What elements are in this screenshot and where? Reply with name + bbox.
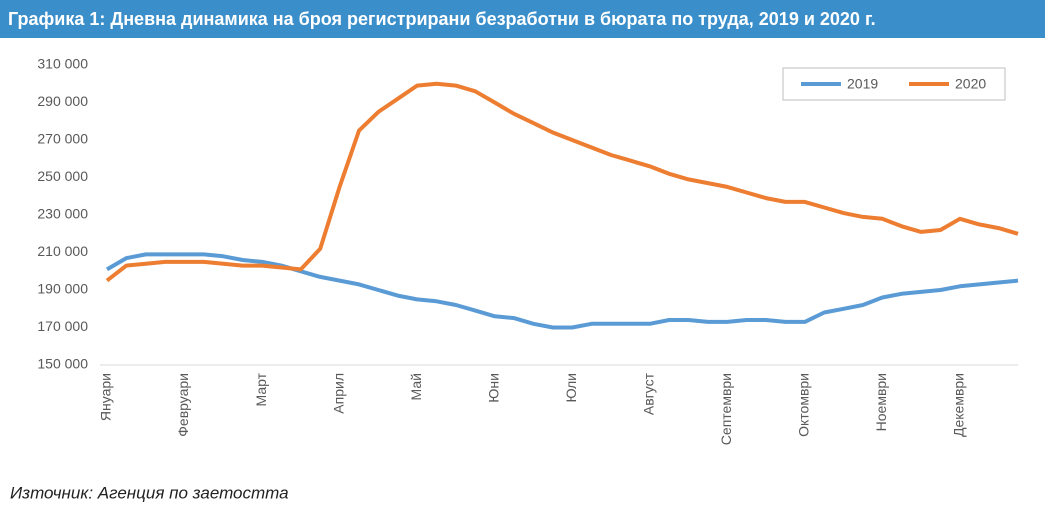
y-tick-label: 290 000 (37, 93, 88, 109)
line-series (105, 81, 1019, 283)
x-tick-label: Септември (718, 373, 734, 445)
x-tick-label: Май (408, 373, 424, 400)
y-tick-label: 170 000 (37, 318, 88, 334)
x-tick-label: Януари (98, 373, 114, 421)
legend-label: 2020 (955, 76, 986, 92)
x-tick-label: Март (253, 372, 269, 406)
y-tick-label: 190 000 (37, 281, 88, 297)
y-tick-label: 150 000 (37, 356, 88, 372)
x-tick-label: Юли (563, 373, 579, 403)
x-tick-label: Юни (485, 373, 501, 403)
y-tick-label: 250 000 (37, 168, 88, 184)
line-series (105, 252, 1019, 330)
y-tick-label: 230 000 (37, 206, 88, 222)
y-tick-label: 270 000 (37, 131, 88, 147)
legend-label: 2019 (847, 76, 878, 92)
x-tick-label: Ноември (873, 373, 889, 431)
y-tick-label: 210 000 (37, 243, 88, 259)
source: Източник: Агенция по заетостта (10, 483, 289, 502)
x-tick-label: Декември (951, 373, 967, 437)
x-tick-label: Февруари (175, 373, 191, 437)
y-tick-label: 310 000 (37, 56, 88, 72)
x-tick-label: Април (330, 373, 346, 414)
title-bar (0, 0, 1045, 38)
x-tick-label: Октомври (795, 373, 811, 437)
chart-title: Графика 1: Дневна динамика на броя регис… (8, 9, 876, 29)
x-tick-label: Август (640, 372, 656, 415)
